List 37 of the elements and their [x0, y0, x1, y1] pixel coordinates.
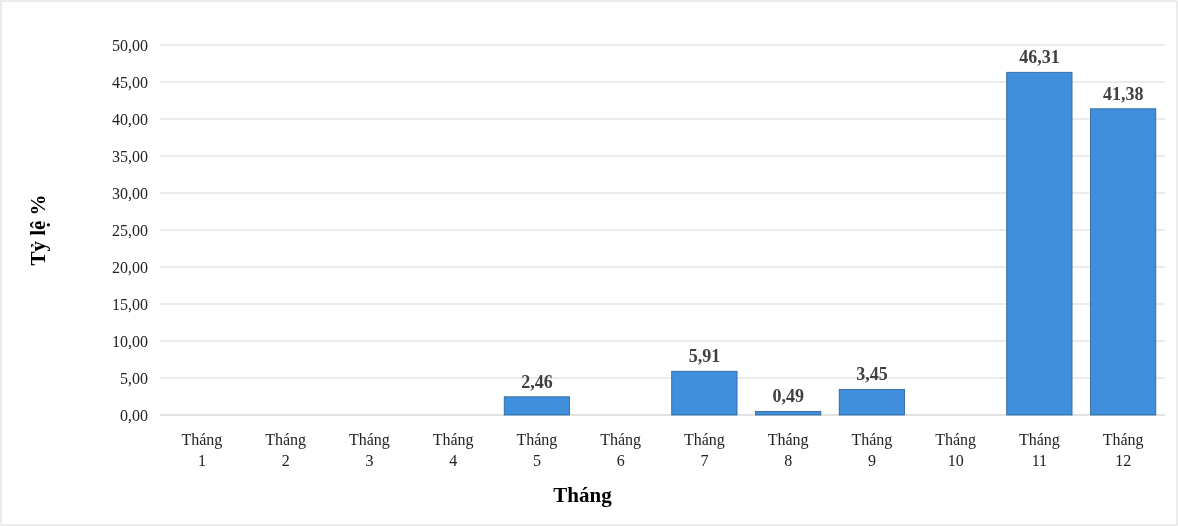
x-tick-label: Tháng 7: [683, 431, 725, 469]
x-tick-label: Tháng 6: [600, 431, 642, 469]
data-label: 3,45: [856, 364, 888, 385]
y-tick-label: 5,00: [120, 369, 148, 387]
x-tick-label: Tháng 5: [516, 431, 558, 469]
y-tick-label: 15,00: [112, 295, 148, 313]
x-tick-label: Tháng 11: [1018, 431, 1060, 469]
y-tick-label: 40,00: [112, 110, 148, 128]
x-tick-label: Tháng 9: [851, 431, 893, 469]
data-label: 41,38: [1102, 83, 1144, 104]
y-tick-label: 30,00: [112, 184, 148, 202]
data-label: 5,91: [688, 346, 721, 367]
y-tick-label: 50,00: [112, 36, 148, 54]
x-tick-label: Tháng 12: [1102, 431, 1144, 469]
x-tick-label: Tháng 1: [181, 431, 223, 469]
bar: [838, 389, 905, 416]
y-tick-label: 25,00: [112, 221, 148, 239]
data-label: 2,46: [521, 371, 553, 392]
data-label: 0,49: [772, 386, 804, 407]
x-tick-label: Tháng 3: [348, 431, 390, 469]
y-axis-title: Tỷ lệ %: [26, 194, 50, 266]
y-tick-label: 0,00: [120, 406, 148, 424]
bar: [503, 396, 570, 416]
y-tick-label: 35,00: [112, 147, 148, 165]
y-tick-label: 20,00: [112, 258, 148, 276]
bar: [671, 370, 738, 416]
bar: [1090, 108, 1157, 416]
x-tick-label: Tháng 8: [767, 431, 809, 469]
x-axis-title: Tháng: [553, 483, 613, 507]
y-tick-label: 45,00: [112, 73, 148, 91]
y-tick-label: 10,00: [112, 332, 148, 350]
x-tick-label: Tháng 2: [265, 431, 307, 469]
x-tick-label: Tháng 10: [935, 431, 977, 469]
data-label: 46,31: [1019, 47, 1060, 68]
bar: [755, 410, 822, 416]
x-tick-label: Tháng 4: [432, 431, 474, 469]
bar: [1006, 71, 1073, 416]
